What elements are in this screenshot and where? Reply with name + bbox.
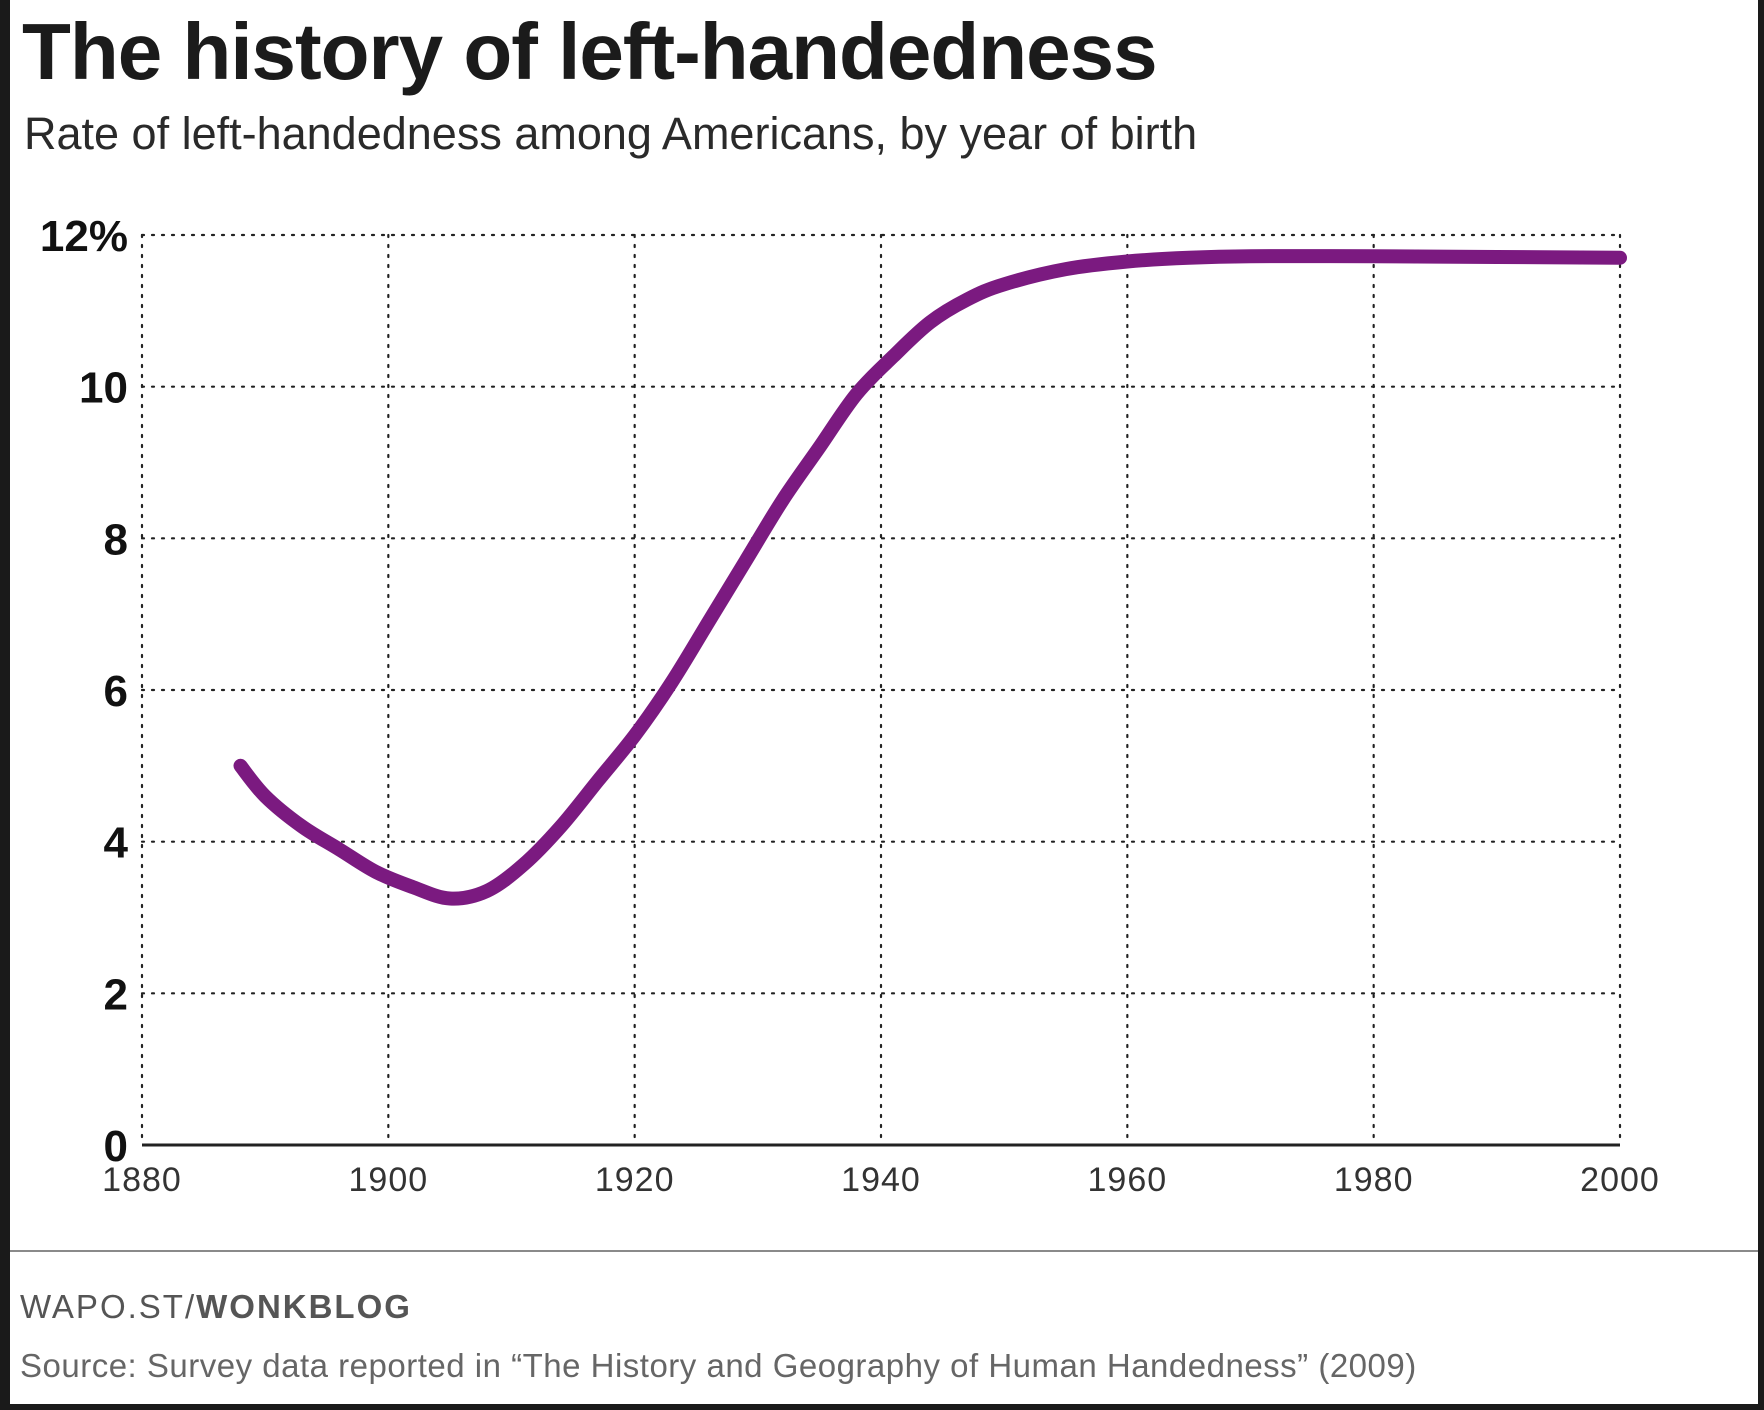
y-tick-label-6: 6 bbox=[104, 667, 128, 716]
x-tick-label-1920: 1920 bbox=[595, 1161, 675, 1199]
x-tick-label-1980: 1980 bbox=[1334, 1161, 1414, 1199]
series bbox=[233, 249, 1627, 906]
y-tick-label-10: 10 bbox=[79, 364, 128, 413]
x-tick-label-1900: 1900 bbox=[349, 1161, 429, 1199]
series-line-0 bbox=[233, 249, 1627, 906]
y-tick-label-8: 8 bbox=[104, 515, 128, 564]
x-tick-label-1940: 1940 bbox=[841, 1161, 921, 1199]
y-tick-label-4: 4 bbox=[104, 819, 129, 868]
chart-title: The history of left-handedness bbox=[22, 7, 1158, 96]
credit-line: WAPO.ST/WONKBLOG bbox=[20, 1288, 412, 1326]
tick-labels: 0 2 4 6 8 10 12% 1880 1900 1920 1940 1960 1980 2000 bbox=[40, 212, 1660, 1199]
y-tick-label-2: 2 bbox=[104, 970, 128, 1019]
x-tick-label-2000: 2000 bbox=[1580, 1161, 1660, 1199]
credit-prefix: WAPO.ST/ bbox=[20, 1288, 197, 1325]
line-chart: 0 2 4 6 8 10 12% 1880 1900 1920 1940 1960 1980 2000 bbox=[40, 212, 1660, 1199]
y-tick-label-0: 0 bbox=[104, 1122, 128, 1171]
credit-brand: WONKBLOG bbox=[196, 1288, 412, 1325]
chart-card: The history of left-handedness Rate of l… bbox=[10, 0, 1758, 1404]
x-tick-label-1880: 1880 bbox=[102, 1161, 182, 1199]
source-note: Source: Survey data reported in “The His… bbox=[20, 1347, 1417, 1384]
footer-divider bbox=[10, 1250, 1758, 1252]
chart-subtitle: Rate of left-handedness among Americans,… bbox=[24, 108, 1198, 159]
x-tick-label-1960: 1960 bbox=[1088, 1161, 1168, 1199]
grid bbox=[140, 233, 1622, 1147]
y-tick-label-12: 12% bbox=[40, 212, 128, 261]
